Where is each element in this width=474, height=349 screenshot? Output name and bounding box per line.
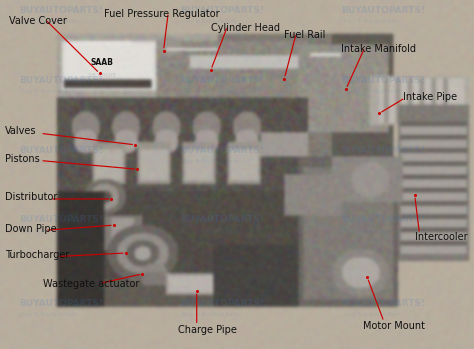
Text: Charge Pipe: Charge Pipe [178, 325, 237, 335]
Text: Fuel Rail: Fuel Rail [284, 30, 326, 40]
Text: BUYAUTOPARTS!: BUYAUTOPARTS! [19, 6, 103, 15]
Text: BUYAUTOPARTS!: BUYAUTOPARTS! [341, 299, 425, 308]
Text: Easy To Buy Auto Parts: Easy To Buy Auto Parts [344, 89, 400, 94]
Text: Easy To Buy Auto Parts: Easy To Buy Auto Parts [21, 229, 77, 233]
Text: Easy To Buy Auto Parts: Easy To Buy Auto Parts [344, 19, 400, 24]
Text: 16 VALVE: 16 VALVE [88, 73, 116, 77]
Text: Distributor: Distributor [5, 192, 57, 202]
Text: Easy To Buy Auto Parts: Easy To Buy Auto Parts [182, 229, 238, 233]
Text: BUYAUTOPARTS!: BUYAUTOPARTS! [180, 146, 264, 155]
Text: Pistons: Pistons [5, 154, 39, 164]
Text: Easy To Buy Auto Parts: Easy To Buy Auto Parts [344, 159, 400, 164]
Text: Turbocharger: Turbocharger [5, 250, 69, 260]
Text: Fuel Pressure Regulator: Fuel Pressure Regulator [104, 9, 220, 19]
Text: Easy To Buy Auto Parts: Easy To Buy Auto Parts [21, 89, 77, 94]
Text: BUYAUTOPARTS!: BUYAUTOPARTS! [19, 146, 103, 155]
Text: BUYAUTOPARTS!: BUYAUTOPARTS! [19, 299, 103, 308]
Text: BUYAUTOPARTS!: BUYAUTOPARTS! [180, 299, 264, 308]
Text: Motor Mount: Motor Mount [363, 321, 425, 331]
Text: BUYAUTOPARTS!: BUYAUTOPARTS! [19, 215, 103, 224]
Text: Easy To Buy Auto Parts: Easy To Buy Auto Parts [182, 19, 238, 24]
Text: BUYAUTOPARTS!: BUYAUTOPARTS! [341, 146, 425, 155]
Text: BUYAUTOPARTS!: BUYAUTOPARTS! [341, 215, 425, 224]
Text: BUYAUTOPARTS!: BUYAUTOPARTS! [180, 6, 264, 15]
Text: Easy To Buy Auto Parts: Easy To Buy Auto Parts [21, 312, 77, 317]
Text: Easy To Buy Auto Parts: Easy To Buy Auto Parts [344, 229, 400, 233]
Text: SAAB: SAAB [91, 58, 113, 67]
Text: BUYAUTOPARTS!: BUYAUTOPARTS! [19, 76, 103, 85]
Text: Down Pipe: Down Pipe [5, 224, 56, 233]
Text: Easy To Buy Auto Parts: Easy To Buy Auto Parts [21, 19, 77, 24]
Text: Valve Cover: Valve Cover [9, 16, 67, 26]
Text: Easy To Buy Auto Parts: Easy To Buy Auto Parts [344, 312, 400, 317]
Text: Wastegate actuator: Wastegate actuator [43, 280, 139, 289]
Text: Valves: Valves [5, 126, 36, 136]
Text: Easy To Buy Auto Parts: Easy To Buy Auto Parts [21, 159, 77, 164]
Text: BUYAUTOPARTS!: BUYAUTOPARTS! [180, 76, 264, 85]
Text: Cylinder Head: Cylinder Head [211, 23, 280, 33]
Text: Easy To Buy Auto Parts: Easy To Buy Auto Parts [182, 89, 238, 94]
Text: Intercooler: Intercooler [415, 232, 467, 242]
Text: BUYAUTOPARTS!: BUYAUTOPARTS! [341, 6, 425, 15]
Text: BUYAUTOPARTS!: BUYAUTOPARTS! [341, 76, 425, 85]
Text: Intake Pipe: Intake Pipe [403, 92, 457, 103]
Text: Easy To Buy Auto Parts: Easy To Buy Auto Parts [182, 159, 238, 164]
Text: Intake Manifold: Intake Manifold [341, 44, 416, 54]
Text: Easy To Buy Auto Parts: Easy To Buy Auto Parts [182, 312, 238, 317]
Text: BUYAUTOPARTS!: BUYAUTOPARTS! [180, 215, 264, 224]
